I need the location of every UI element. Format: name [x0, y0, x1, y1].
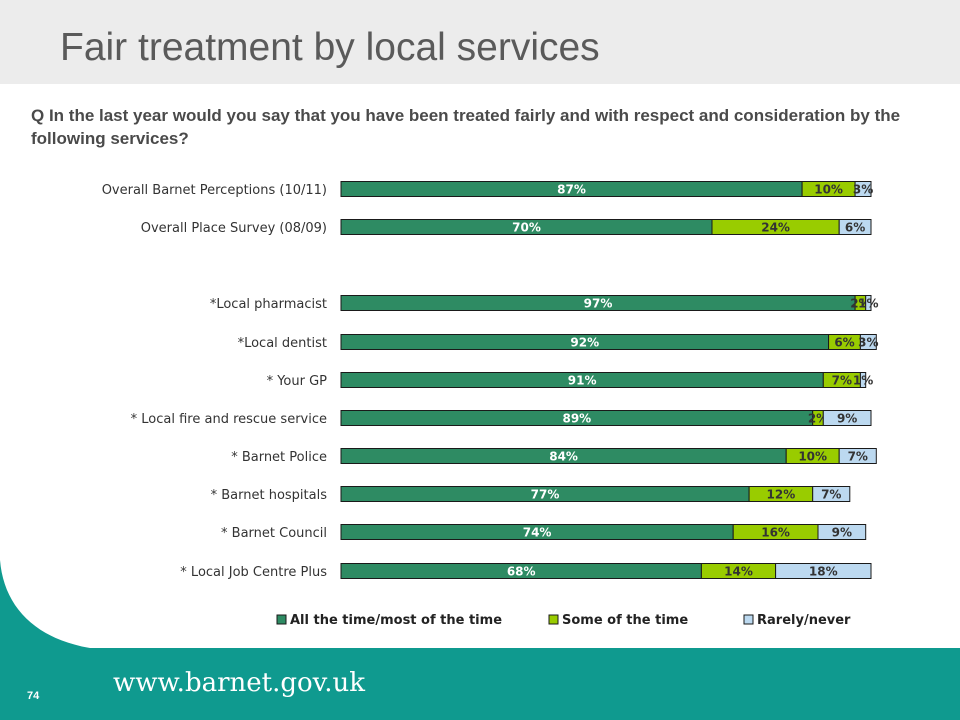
bar-segment	[838, 448, 877, 464]
footer-band	[0, 648, 960, 720]
data-label: 77%	[531, 488, 560, 502]
category-label: * Local fire and rescue service	[131, 412, 327, 427]
data-label: 84%	[549, 450, 578, 464]
legend-swatch	[276, 614, 287, 625]
bar-segment	[822, 410, 872, 426]
category-label: Overall Barnet Perceptions (10/11)	[102, 183, 327, 198]
data-label: 70%	[512, 221, 541, 235]
data-label: 7%	[832, 374, 852, 388]
data-label: 92%	[570, 336, 599, 350]
data-label: 10%	[814, 183, 843, 197]
data-label: 7%	[848, 450, 868, 464]
data-label: 18%	[809, 565, 838, 579]
bar-segment	[838, 219, 872, 235]
survey-question: Q In the last year would you say that yo…	[31, 106, 901, 148]
footer-curve	[0, 560, 105, 650]
data-label: 14%	[724, 565, 753, 579]
legend-label: Some of the time	[562, 613, 688, 628]
data-label: 87%	[557, 183, 586, 197]
footer-url: www.barnet.gov.uk	[113, 668, 366, 698]
category-label: *Local dentist	[238, 336, 327, 351]
bar-segment	[812, 486, 851, 502]
data-label: 89%	[562, 412, 591, 426]
category-label: * Your GP	[267, 374, 328, 389]
data-label: 1%	[853, 374, 873, 388]
title-band	[0, 0, 960, 84]
data-label: 3%	[858, 336, 878, 350]
data-label: 9%	[837, 412, 857, 426]
bar-segment	[775, 563, 872, 579]
data-label: 6%	[845, 221, 865, 235]
data-label: 10%	[798, 450, 827, 464]
data-label: 12%	[767, 488, 796, 502]
page-title: Fair treatment by local services	[60, 26, 600, 69]
bar-segment	[854, 181, 872, 197]
bar-segment	[859, 334, 877, 350]
data-label: 74%	[523, 526, 552, 540]
data-label: 9%	[832, 526, 852, 540]
category-label: *Local pharmacist	[210, 297, 327, 312]
data-label: 7%	[821, 488, 841, 502]
category-label: * Barnet Council	[221, 526, 327, 541]
data-label: 68%	[507, 565, 536, 579]
category-label: Overall Place Survey (08/09)	[141, 221, 327, 236]
legend-label: All the time/most of the time	[290, 613, 502, 628]
data-label: 1%	[858, 297, 878, 311]
bar-segment	[865, 295, 872, 311]
category-label: * Local Job Centre Plus	[180, 565, 327, 580]
data-label: 97%	[584, 297, 613, 311]
category-label: * Barnet hospitals	[211, 488, 328, 503]
data-label: 16%	[761, 526, 790, 540]
page-number: 74	[27, 690, 40, 702]
legend-swatch	[548, 614, 559, 625]
bar-segment	[859, 372, 867, 388]
stacked-bar-chart: Overall Barnet Perceptions (10/11) 87% 10%…	[102, 181, 879, 628]
data-label: 91%	[568, 374, 597, 388]
category-label: * Barnet Police	[231, 450, 327, 465]
data-label: 3%	[853, 183, 873, 197]
legend-swatch	[743, 614, 754, 625]
data-label: 24%	[761, 221, 790, 235]
legend-label: Rarely/never	[757, 613, 851, 628]
bar-segment	[817, 524, 867, 540]
data-label: 6%	[834, 336, 854, 350]
